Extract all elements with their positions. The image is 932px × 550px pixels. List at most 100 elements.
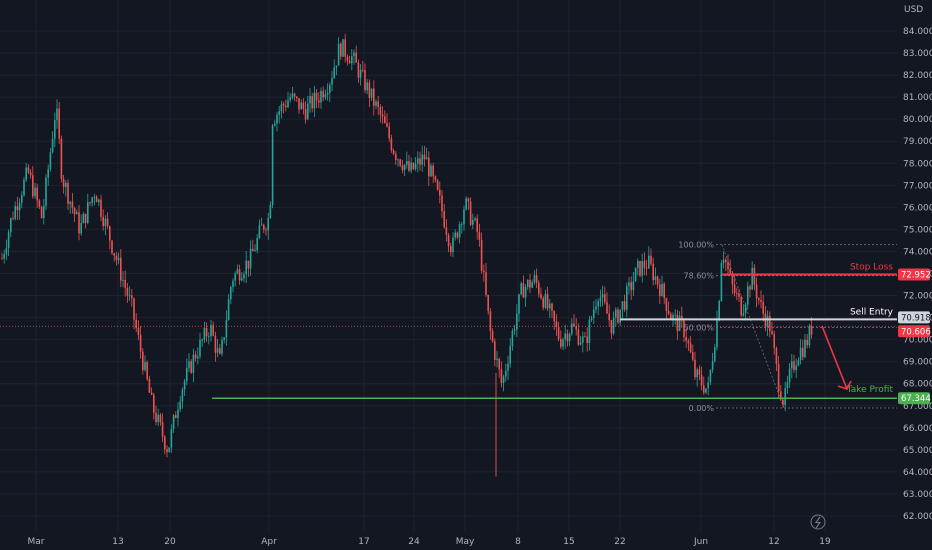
candle-body: [128, 295, 131, 297]
candle-body: [241, 278, 243, 281]
candle-body: [153, 394, 155, 413]
candle-body: [463, 209, 465, 225]
candle-body: [161, 422, 164, 437]
candle-body: [555, 321, 558, 327]
candle-body: [320, 90, 322, 103]
candle-body: [707, 382, 709, 389]
candle-body: [293, 93, 296, 97]
candle-body: [102, 216, 104, 227]
candle-body: [216, 348, 219, 353]
take-profit-price-tag: 67.344: [898, 392, 931, 405]
candle-body: [467, 198, 470, 202]
candle-body: [681, 315, 683, 321]
candle-body: [802, 347, 804, 358]
candle-body: [401, 165, 404, 171]
candle-body: [58, 108, 60, 139]
lightning-icon[interactable]: [810, 514, 826, 530]
candle-body: [476, 218, 478, 232]
candle-body: [203, 327, 206, 340]
candle-body: [359, 69, 362, 78]
candle-body: [694, 359, 696, 378]
candle-body: [518, 294, 520, 314]
candle-body: [628, 282, 630, 287]
fib-trend-line: [721, 244, 785, 409]
candle-body: [665, 298, 668, 312]
candle-body: [368, 82, 371, 98]
candle-body: [760, 300, 762, 302]
candle-body: [652, 263, 654, 280]
candle-body: [298, 98, 300, 110]
price-tick-label: 69.000: [903, 358, 932, 368]
stop-loss-price-tag: 72.952: [898, 268, 931, 281]
candle-body: [795, 365, 797, 371]
take-profit-level[interactable]: Take Profit: [212, 385, 897, 399]
candle-body: [425, 157, 428, 160]
candle-body: [256, 237, 258, 251]
candle-body: [157, 414, 159, 423]
candle-body: [474, 218, 476, 220]
candle-body: [183, 381, 186, 390]
candle-body: [782, 399, 784, 406]
candle-body: [311, 96, 313, 109]
candle-body: [538, 282, 540, 294]
fibonacci-retracement[interactable]: 100.00% 78.60% 50.00% 0.00%: [678, 240, 897, 413]
candle-body: [696, 369, 698, 378]
time-axis[interactable]: Mar 13 20 Apr 17 24 May 8 15 22 Jun 12 19: [28, 537, 831, 547]
candle-body: [683, 320, 685, 337]
candle-body: [588, 319, 591, 343]
candle-body: [137, 328, 140, 335]
candle-body: [32, 175, 34, 197]
candle-body: [337, 43, 340, 66]
candle-body: [472, 219, 474, 225]
candle-body: [553, 310, 555, 322]
candle-body: [300, 102, 302, 110]
candle-body: [335, 65, 338, 68]
candle-body: [201, 339, 203, 341]
candle-body: [423, 154, 426, 160]
price-tick-label: 84.000: [903, 27, 932, 37]
take-profit-tag-bg: [898, 392, 930, 405]
candle-body: [40, 206, 43, 219]
candle-body: [626, 286, 628, 310]
candle-body: [25, 167, 27, 180]
candle-body: [568, 334, 571, 342]
candle-body: [223, 337, 225, 341]
candle-body: [263, 224, 265, 230]
price-axis[interactable]: USD 84.000 83.000 82.000 81.000 80.000 79.000…: [903, 5, 932, 522]
candle-body: [340, 43, 342, 57]
candle-body: [544, 293, 547, 308]
candle-body: [93, 196, 96, 198]
candle-body: [542, 298, 544, 308]
sell-entry-level[interactable]: Sell Entry: [620, 307, 897, 321]
candle-body: [159, 414, 162, 423]
candle-body: [381, 114, 384, 117]
candle-body: [773, 334, 775, 349]
candle-body: [428, 157, 430, 177]
candle-body: [395, 153, 397, 160]
candle-body: [698, 369, 701, 375]
price-tick-label: 70.000: [903, 336, 932, 346]
candle-body: [615, 309, 617, 318]
candle-body: [326, 92, 329, 95]
candle-body: [280, 104, 283, 112]
candle-body: [285, 105, 287, 108]
candle-body: [82, 213, 85, 224]
projection-arrow[interactable]: [821, 325, 852, 390]
candle-body: [586, 336, 588, 343]
candle-body: [656, 276, 659, 285]
candle-body: [771, 331, 773, 335]
candle-body: [689, 343, 692, 353]
candle-body: [258, 225, 261, 238]
candle-body: [51, 138, 54, 153]
price-tick-label: 65.000: [903, 446, 932, 456]
price-tick-label: 66.000: [903, 424, 932, 434]
candle-body: [703, 385, 705, 393]
candle-body: [654, 276, 657, 280]
candle-body: [307, 103, 309, 120]
price-tick-label: 74.000: [903, 247, 932, 257]
stop-loss-level[interactable]: Stop Loss: [722, 263, 897, 276]
candle-body: [417, 158, 419, 164]
price-tick-label: 76.000: [903, 203, 932, 213]
candle-body: [419, 158, 421, 165]
